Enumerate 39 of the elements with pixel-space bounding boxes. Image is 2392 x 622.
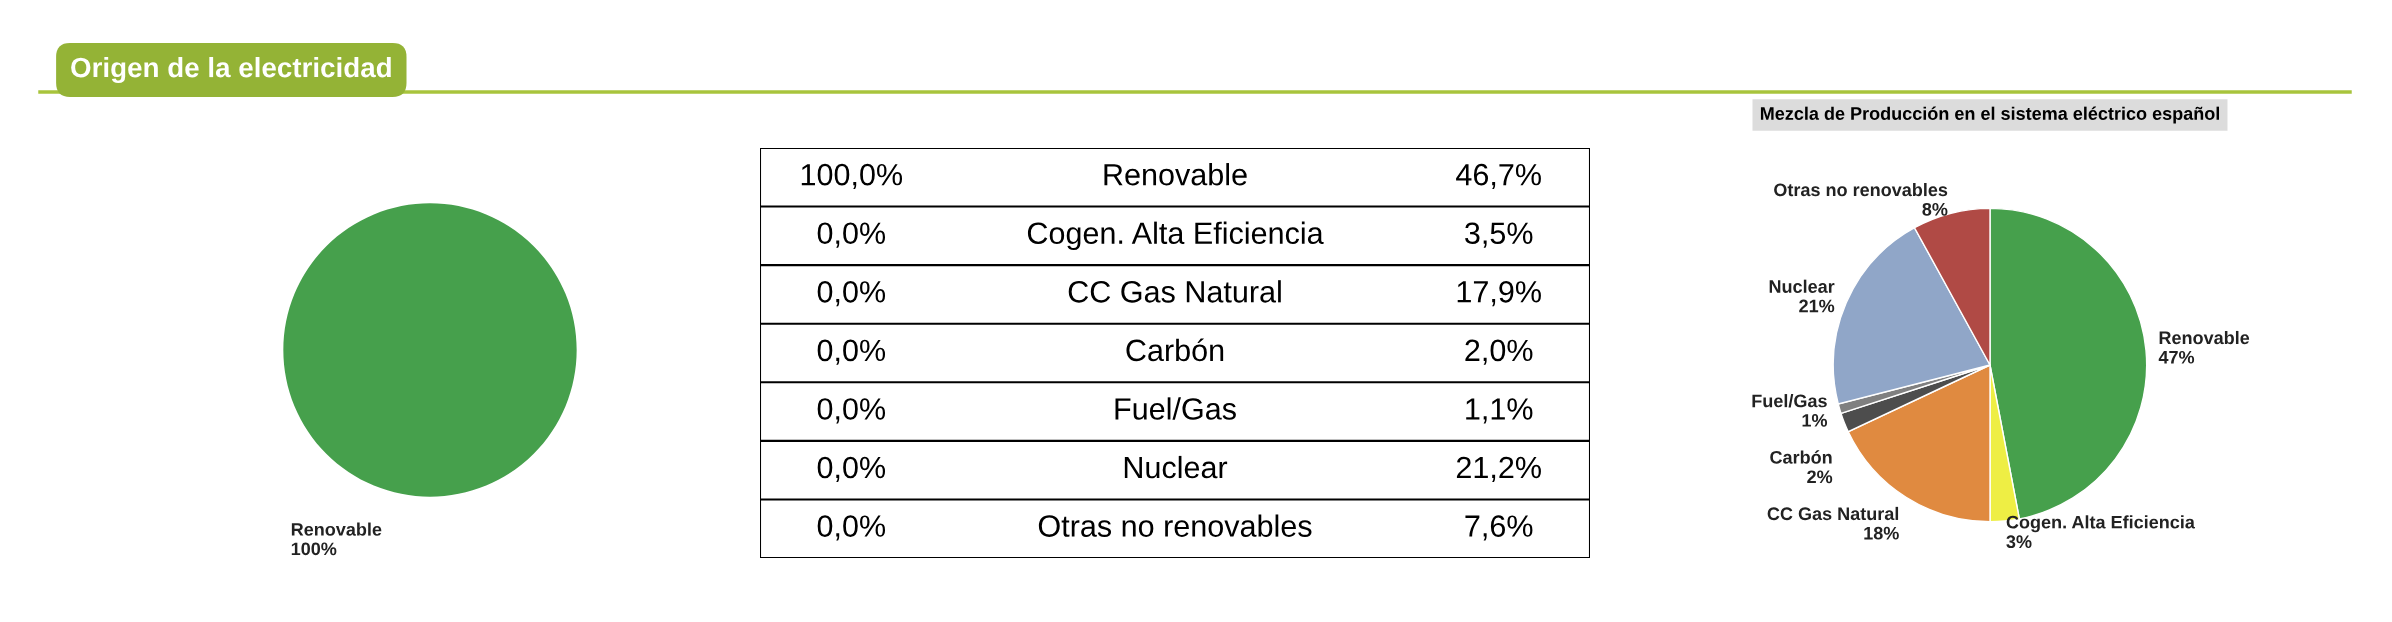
data-label: 3%: [2006, 535, 2032, 549]
data-label: 7,6%: [1465, 515, 1533, 541]
data-label: 21,2%: [1456, 456, 1541, 482]
data-label: 0,0%: [817, 222, 886, 248]
data-label: 100%: [291, 542, 337, 556]
data-label: 46,7%: [1456, 163, 1541, 190]
slice-label: Renovable: [291, 522, 382, 536]
category-label: Nuclear: [1124, 455, 1228, 479]
slice-label: Nuclear: [1769, 279, 1835, 293]
data-label: 8%: [1922, 202, 1948, 216]
data-label: 47%: [2158, 350, 2195, 364]
category-label: Fuel/Gas: [1115, 397, 1236, 420]
slice-label: Fuel/Gas: [1752, 394, 1827, 408]
category-label: Carbón: [1126, 338, 1224, 362]
data-label: 21%: [1799, 299, 1835, 313]
chart-title: Origen de la electricidad: [71, 56, 391, 84]
data-label: 3,5%: [1465, 222, 1533, 248]
slice-label: Cogen. Alta Eficiencia: [2006, 515, 2195, 533]
data-label: 0,0%: [817, 339, 886, 365]
data-label: 18%: [1864, 526, 1899, 540]
data-label: 100,0%: [801, 163, 903, 190]
data-label: 17,9%: [1457, 280, 1541, 307]
data-label: 0,0%: [817, 456, 886, 482]
data-label: 1,1%: [1466, 398, 1533, 424]
category-label: Renovable: [1104, 163, 1247, 186]
data-label: 0,0%: [817, 515, 886, 541]
slice-label: CC Gas Natural: [1767, 506, 1899, 521]
category-label: Otras no renovables: [1038, 514, 1312, 537]
data-label: 0,0%: [817, 398, 886, 424]
data-label: 2,0%: [1465, 339, 1533, 365]
slice-label: Renovable: [2159, 330, 2250, 345]
data-label: 0,0%: [817, 280, 886, 307]
slice-label: Otras no renovables: [1774, 182, 1948, 197]
data-label: 1%: [1802, 414, 1828, 427]
category-label: CC Gas Natural: [1068, 280, 1281, 303]
data-label: 2%: [1807, 470, 1833, 484]
slice-label: Carbón: [1770, 450, 1832, 464]
category-label: Cogen. Alta Eficiencia: [1027, 221, 1324, 251]
chart-title: Mezcla de Producción en el sistema eléctrico español: [1760, 106, 2220, 124]
